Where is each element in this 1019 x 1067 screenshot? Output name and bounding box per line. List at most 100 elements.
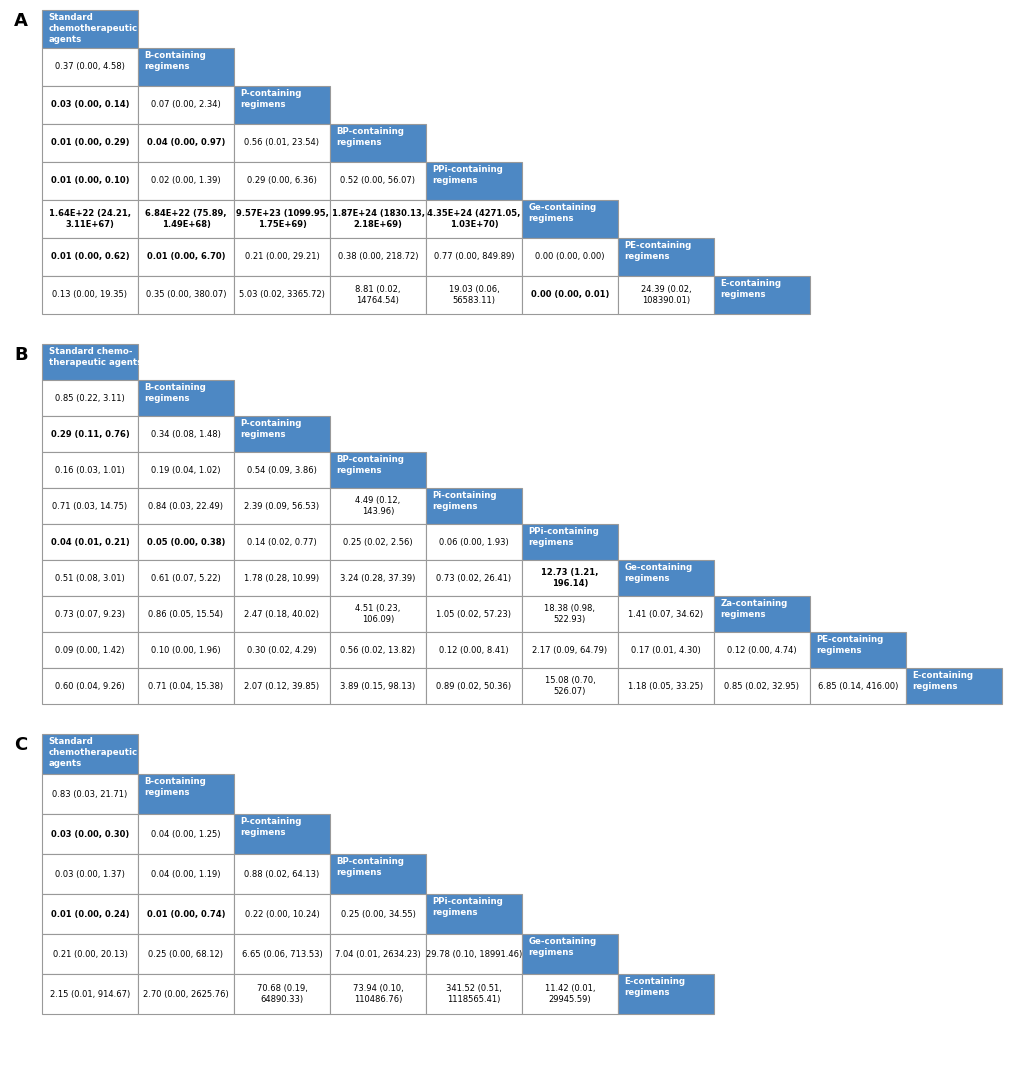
FancyBboxPatch shape [522, 238, 618, 276]
FancyBboxPatch shape [138, 276, 233, 314]
FancyBboxPatch shape [330, 524, 426, 560]
Text: 0.21 (0.00, 20.13): 0.21 (0.00, 20.13) [53, 950, 127, 958]
Text: 0.22 (0.00, 10.24): 0.22 (0.00, 10.24) [245, 909, 319, 919]
Text: 0.01 (0.00, 0.29): 0.01 (0.00, 0.29) [51, 139, 129, 147]
FancyBboxPatch shape [42, 488, 138, 524]
FancyBboxPatch shape [138, 452, 233, 488]
Text: 0.04 (0.01, 0.21): 0.04 (0.01, 0.21) [51, 538, 129, 546]
FancyBboxPatch shape [42, 974, 138, 1014]
Text: B-containing
regimens: B-containing regimens [145, 777, 206, 797]
FancyBboxPatch shape [522, 560, 618, 596]
FancyBboxPatch shape [138, 596, 233, 632]
FancyBboxPatch shape [233, 200, 330, 238]
Text: 8.81 (0.02,
14764.54): 8.81 (0.02, 14764.54) [355, 285, 400, 305]
FancyBboxPatch shape [713, 668, 809, 704]
Text: 12.73 (1.21,
196.14): 12.73 (1.21, 196.14) [541, 569, 598, 588]
Text: 0.54 (0.09, 3.86): 0.54 (0.09, 3.86) [247, 465, 317, 475]
Text: BP-containing
regimens: BP-containing regimens [336, 127, 405, 147]
FancyBboxPatch shape [330, 452, 426, 488]
Text: PPi-containing
regimens: PPi-containing regimens [432, 896, 503, 917]
FancyBboxPatch shape [138, 632, 233, 668]
Text: B-containing
regimens: B-containing regimens [145, 383, 206, 402]
Text: 0.38 (0.00, 218.72): 0.38 (0.00, 218.72) [337, 253, 418, 261]
Text: 0.04 (0.00, 1.25): 0.04 (0.00, 1.25) [151, 829, 220, 839]
FancyBboxPatch shape [522, 200, 618, 238]
Text: 0.56 (0.02, 13.82): 0.56 (0.02, 13.82) [340, 646, 415, 654]
FancyBboxPatch shape [42, 934, 138, 974]
FancyBboxPatch shape [138, 162, 233, 200]
Text: 7.04 (0.01, 2634.23): 7.04 (0.01, 2634.23) [335, 950, 421, 958]
Text: C: C [14, 736, 28, 754]
FancyBboxPatch shape [618, 560, 713, 596]
FancyBboxPatch shape [138, 124, 233, 162]
FancyBboxPatch shape [618, 276, 713, 314]
FancyBboxPatch shape [426, 162, 522, 200]
FancyBboxPatch shape [330, 200, 426, 238]
Text: 0.16 (0.03, 1.01): 0.16 (0.03, 1.01) [55, 465, 124, 475]
FancyBboxPatch shape [233, 668, 330, 704]
Text: BP-containing
regimens: BP-containing regimens [336, 455, 405, 475]
Text: BP-containing
regimens: BP-containing regimens [336, 857, 405, 877]
FancyBboxPatch shape [426, 238, 522, 276]
FancyBboxPatch shape [233, 276, 330, 314]
FancyBboxPatch shape [42, 894, 138, 934]
Text: Ge-containing
regimens: Ge-containing regimens [528, 203, 596, 223]
Text: 0.03 (0.00, 1.37): 0.03 (0.00, 1.37) [55, 870, 124, 878]
FancyBboxPatch shape [618, 974, 713, 1014]
Text: 0.02 (0.00, 1.39): 0.02 (0.00, 1.39) [151, 176, 220, 186]
Text: Za-containing
regimens: Za-containing regimens [720, 599, 788, 619]
Text: 0.73 (0.02, 26.41): 0.73 (0.02, 26.41) [436, 573, 512, 583]
FancyBboxPatch shape [809, 668, 905, 704]
Text: 1.87E+24 (1830.13,
2.18E+69): 1.87E+24 (1830.13, 2.18E+69) [331, 209, 424, 228]
Text: Standard chemo-
therapeutic agents: Standard chemo- therapeutic agents [49, 347, 142, 367]
Text: 0.09 (0.00, 1.42): 0.09 (0.00, 1.42) [55, 646, 124, 654]
FancyBboxPatch shape [233, 416, 330, 452]
Text: 0.01 (0.00, 0.24): 0.01 (0.00, 0.24) [51, 909, 129, 919]
FancyBboxPatch shape [42, 560, 138, 596]
Text: 0.19 (0.04, 1.02): 0.19 (0.04, 1.02) [151, 465, 220, 475]
Text: Standard
chemotherapeutic
agents: Standard chemotherapeutic agents [49, 13, 138, 44]
Text: 0.10 (0.00, 1.96): 0.10 (0.00, 1.96) [151, 646, 220, 654]
FancyBboxPatch shape [522, 974, 618, 1014]
Text: 0.13 (0.00, 19.35): 0.13 (0.00, 19.35) [52, 290, 127, 300]
Text: Pi-containing
regimens: Pi-containing regimens [432, 491, 496, 511]
Text: E-containing
regimens: E-containing regimens [720, 278, 781, 299]
Text: 4.49 (0.12,
143.96): 4.49 (0.12, 143.96) [355, 496, 400, 515]
Text: 0.25 (0.00, 34.55): 0.25 (0.00, 34.55) [340, 909, 415, 919]
FancyBboxPatch shape [42, 734, 138, 774]
Text: 0.85 (0.02, 32.95): 0.85 (0.02, 32.95) [723, 682, 799, 690]
FancyBboxPatch shape [233, 560, 330, 596]
Text: 2.70 (0.00, 2625.76): 2.70 (0.00, 2625.76) [143, 989, 228, 999]
Text: 0.37 (0.00, 4.58): 0.37 (0.00, 4.58) [55, 63, 124, 71]
FancyBboxPatch shape [138, 814, 233, 854]
Text: 0.14 (0.02, 0.77): 0.14 (0.02, 0.77) [247, 538, 317, 546]
FancyBboxPatch shape [138, 416, 233, 452]
FancyBboxPatch shape [330, 560, 426, 596]
Text: 0.06 (0.00, 1.93): 0.06 (0.00, 1.93) [439, 538, 508, 546]
FancyBboxPatch shape [42, 524, 138, 560]
Text: 0.52 (0.00, 56.07): 0.52 (0.00, 56.07) [340, 176, 415, 186]
FancyBboxPatch shape [42, 854, 138, 894]
Text: 0.25 (0.02, 2.56): 0.25 (0.02, 2.56) [342, 538, 413, 546]
Text: 3.24 (0.28, 37.39): 3.24 (0.28, 37.39) [340, 573, 416, 583]
Text: B-containing
regimens: B-containing regimens [145, 50, 206, 70]
FancyBboxPatch shape [426, 596, 522, 632]
Text: 0.89 (0.02, 50.36): 0.89 (0.02, 50.36) [436, 682, 512, 690]
Text: 0.29 (0.00, 6.36): 0.29 (0.00, 6.36) [247, 176, 317, 186]
FancyBboxPatch shape [233, 238, 330, 276]
FancyBboxPatch shape [426, 894, 522, 934]
Text: 0.21 (0.00, 29.21): 0.21 (0.00, 29.21) [245, 253, 319, 261]
FancyBboxPatch shape [233, 124, 330, 162]
FancyBboxPatch shape [42, 86, 138, 124]
Text: 2.07 (0.12, 39.85): 2.07 (0.12, 39.85) [245, 682, 319, 690]
Text: 0.17 (0.01, 4.30): 0.17 (0.01, 4.30) [631, 646, 700, 654]
FancyBboxPatch shape [42, 668, 138, 704]
FancyBboxPatch shape [713, 276, 809, 314]
FancyBboxPatch shape [618, 668, 713, 704]
FancyBboxPatch shape [522, 668, 618, 704]
FancyBboxPatch shape [233, 814, 330, 854]
Text: P-containing
regimens: P-containing regimens [240, 418, 302, 439]
Text: 1.18 (0.05, 33.25): 1.18 (0.05, 33.25) [628, 682, 703, 690]
FancyBboxPatch shape [522, 934, 618, 974]
FancyBboxPatch shape [42, 10, 138, 48]
